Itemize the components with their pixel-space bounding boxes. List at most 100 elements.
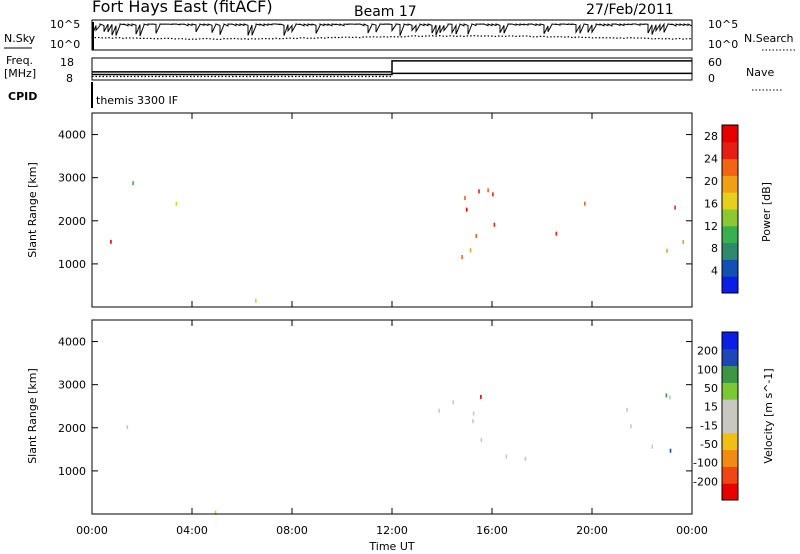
colorbar-tick-label: -50 xyxy=(700,438,718,451)
date-title: 27/Feb/2011 xyxy=(586,2,674,18)
heatmap-cell xyxy=(669,448,672,453)
freq-panel-frame xyxy=(91,57,693,81)
colorbar-segment xyxy=(722,483,738,501)
heatmap-cell xyxy=(682,240,684,244)
colorbar-tick-label: -200 xyxy=(693,475,718,488)
beam-title: Beam 17 xyxy=(354,4,417,20)
colorbar-segment xyxy=(722,125,738,143)
colorbar-segment xyxy=(722,175,738,193)
x-tick-label: 00:00 xyxy=(676,524,708,537)
colorbar-segment xyxy=(722,449,738,467)
velocity-panel-frame xyxy=(91,319,693,515)
colorbar-segment xyxy=(722,192,738,210)
power-colorbar-label: Power [dB] xyxy=(760,182,773,242)
freq-label-line1: Freq. xyxy=(6,54,33,67)
heatmap-cell xyxy=(505,454,508,459)
x-axis-label: Time UT xyxy=(368,540,414,553)
noise-right-tick-top: 10^5 xyxy=(708,18,738,31)
station-title: Fort Hays East (fitACF) xyxy=(92,0,273,16)
heatmap-cell xyxy=(255,298,257,303)
heatmap-cell xyxy=(475,234,477,238)
noise-left-tick-bottom: 10^0 xyxy=(50,38,80,51)
cpid-label: CPID xyxy=(8,90,37,103)
heatmap-cell xyxy=(110,239,112,244)
y-tick-label: 3000 xyxy=(58,172,86,185)
colorbar-tick-label: 50 xyxy=(704,382,718,395)
heatmap-cell xyxy=(461,255,463,259)
x-tick-label: 12:00 xyxy=(376,524,408,537)
heatmap-cell xyxy=(487,188,489,193)
velocity-axis: 1000 2000 3000 4000 00:00 04:00 08:00 12:00 16:0… xyxy=(58,320,708,537)
colorbar-tick-label: 16 xyxy=(704,197,718,210)
colorbar-tick-label: 4 xyxy=(711,265,718,278)
freq-series xyxy=(92,60,692,78)
y-tick-label: 3000 xyxy=(58,379,86,392)
colorbar-segment xyxy=(722,416,738,434)
nsky-label: N.Sky xyxy=(4,32,36,45)
heatmap-cell xyxy=(669,395,671,400)
heatmap-cell xyxy=(132,181,134,186)
colorbar-segment xyxy=(722,209,738,227)
colorbar-segment xyxy=(722,432,738,451)
heatmap-cell xyxy=(674,205,676,210)
heatmap-cell xyxy=(626,407,628,412)
x-tick-label: 04:00 xyxy=(176,524,208,537)
noise-right-tick-bottom: 10^0 xyxy=(708,38,738,51)
y-tick-label: 4000 xyxy=(58,129,86,142)
nave-label: Nave xyxy=(746,66,774,79)
heatmap-cell xyxy=(452,400,455,405)
y-tick-label: 4000 xyxy=(58,336,86,349)
colorbar-segment xyxy=(722,332,738,350)
y-tick-label: 2000 xyxy=(58,215,86,228)
heatmap-cell xyxy=(478,189,480,194)
heatmap-cell xyxy=(465,207,468,212)
heatmap-cell xyxy=(651,444,654,449)
colorbar-segment xyxy=(722,348,738,367)
heatmap-cell xyxy=(524,456,527,461)
heatmap-cell xyxy=(555,231,558,236)
nave-line xyxy=(92,60,692,73)
heatmap-cell xyxy=(469,248,472,253)
heatmap-cell xyxy=(214,510,217,515)
velocity-colorbar-label: Velocity [m s^-1] xyxy=(762,368,775,463)
colorbar-segment xyxy=(722,466,738,484)
colorbar-segment xyxy=(722,259,738,277)
colorbar-segment xyxy=(722,158,738,176)
velocity-colorbar: 200 100 50 15 -15 -50 -100 -200 xyxy=(693,331,739,501)
colorbar-segment xyxy=(722,382,738,400)
colorbar-segment xyxy=(722,225,738,244)
colorbar-tick-label: 200 xyxy=(697,345,718,358)
cpid-value: themis 3300 IF xyxy=(96,94,178,107)
freq-left-tick-top: 18 xyxy=(60,56,74,69)
power-panel-frame xyxy=(91,112,693,308)
x-tick-label: 08:00 xyxy=(276,524,308,537)
colorbar-tick-label: -15 xyxy=(700,419,718,432)
noise-left-tick-top: 10^5 xyxy=(50,18,80,31)
colorbar-tick-label: -100 xyxy=(693,457,718,470)
colorbar-segment xyxy=(722,365,738,383)
heatmap-cell xyxy=(480,394,482,399)
y-tick-label: 2000 xyxy=(58,422,86,435)
power-axis: 1000 2000 3000 4000 xyxy=(58,113,693,307)
heatmap-cell xyxy=(472,411,475,416)
power-colorbar: 4 8 12 16 20 24 28 xyxy=(704,124,739,294)
heatmap-cell xyxy=(666,248,668,253)
nsky-line xyxy=(91,22,693,37)
heatmap-cell xyxy=(126,425,129,430)
freq-line xyxy=(92,72,692,76)
noise-series xyxy=(91,22,693,50)
freq-label-line2: [MHz] xyxy=(4,67,36,80)
colorbar-segment xyxy=(722,242,738,260)
colorbar-tick-label: 28 xyxy=(704,130,718,143)
heatmap-cell xyxy=(472,419,474,424)
colorbar-frame xyxy=(721,331,739,501)
colorbar-tick-label: 24 xyxy=(704,153,718,166)
heatmap-cell xyxy=(464,196,466,200)
colorbar-tick-label: 20 xyxy=(704,175,718,188)
heatmap-cell xyxy=(438,408,440,413)
heatmap-cell xyxy=(584,201,586,206)
y-tick-label: 1000 xyxy=(58,465,86,478)
velocity-ylabel: Slant Range [km] xyxy=(26,368,39,464)
heatmap-cell xyxy=(492,192,494,197)
